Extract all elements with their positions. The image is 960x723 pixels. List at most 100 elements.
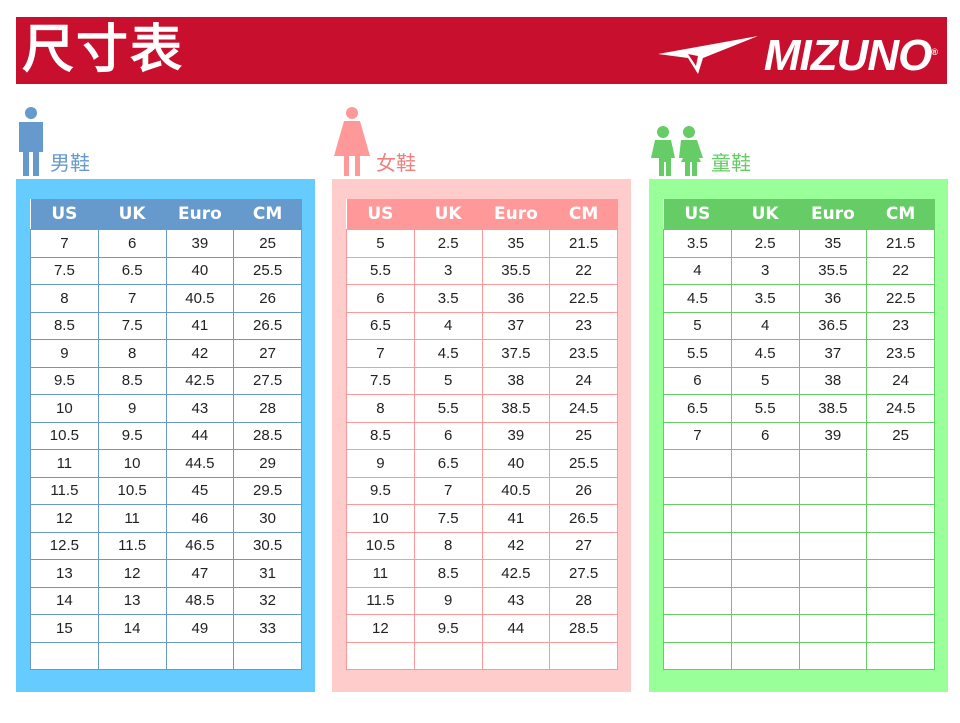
table-cell: 5 bbox=[413, 366, 483, 395]
table-row: 8 5.5 38.5 24.5 bbox=[346, 394, 618, 423]
table-cell bbox=[481, 641, 551, 670]
table-cell bbox=[730, 559, 800, 588]
column-header: UK bbox=[118, 204, 146, 224]
table-cell: 8 bbox=[346, 394, 415, 423]
table-cell: 26 bbox=[549, 476, 618, 505]
table-cell: 26.5 bbox=[549, 504, 618, 533]
table-cell bbox=[798, 476, 868, 505]
table-cell: 9.5 bbox=[97, 421, 167, 450]
table-cell bbox=[866, 504, 935, 533]
table-cell: 10.5 bbox=[97, 476, 167, 505]
table-row: 8.5 7.5 41 26.5 bbox=[30, 311, 302, 340]
table-cell: 33 bbox=[233, 614, 302, 643]
table-cell: 5 bbox=[346, 229, 415, 258]
table-cell: 5.5 bbox=[413, 394, 483, 423]
table-cell bbox=[866, 614, 935, 643]
table-row: 5.5 4.5 37 23.5 bbox=[663, 339, 935, 368]
table-cell: 36 bbox=[798, 284, 868, 313]
table-row: 7 6 39 25 bbox=[30, 229, 302, 258]
page-title: 尺寸表 bbox=[22, 20, 185, 80]
table-cell: 28.5 bbox=[233, 421, 302, 450]
table-cell: 5.5 bbox=[663, 339, 732, 368]
table-cell bbox=[30, 641, 99, 670]
table-cell: 45 bbox=[165, 476, 235, 505]
table-cell: 7.5 bbox=[30, 256, 99, 285]
table-cell: 35.5 bbox=[481, 256, 551, 285]
column-header: CM bbox=[885, 204, 916, 224]
table-cell: 31 bbox=[233, 559, 302, 588]
table-cell: 6.5 bbox=[413, 449, 483, 478]
table-row bbox=[663, 531, 935, 560]
table-cell: 42 bbox=[481, 531, 551, 560]
table-row: 10 9 43 28 bbox=[30, 394, 302, 423]
section-label: 童鞋 bbox=[711, 151, 751, 175]
table-cell: 36.5 bbox=[798, 311, 868, 340]
table-cell: 4 bbox=[413, 311, 483, 340]
table-cell: 24 bbox=[866, 366, 935, 395]
section-heading: 男鞋 bbox=[16, 107, 216, 180]
table-cell: 5.5 bbox=[346, 256, 415, 285]
table-cell: 13 bbox=[97, 586, 167, 615]
table-cell: 38.5 bbox=[481, 394, 551, 423]
table-row: 6.5 4 37 23 bbox=[346, 311, 618, 340]
table-cell: 30.5 bbox=[233, 531, 302, 560]
table-cell: 38 bbox=[798, 366, 868, 395]
table-cell: 9 bbox=[97, 394, 167, 423]
table-cell: 28 bbox=[233, 394, 302, 423]
size-table: US UK Euro CM 3.5 2.5 35 21.5 4 3 35.5 22 4.5 3.5 36 22… bbox=[663, 199, 935, 670]
section-label: 女鞋 bbox=[376, 151, 416, 175]
table-cell: 44 bbox=[165, 421, 235, 450]
table-cell: 25.5 bbox=[233, 256, 302, 285]
table-cell: 14 bbox=[30, 586, 99, 615]
table-cell: 9 bbox=[346, 449, 415, 478]
table-cell: 29 bbox=[233, 449, 302, 478]
table-row: 14 13 48.5 32 bbox=[30, 586, 302, 615]
woman-icon bbox=[332, 106, 372, 180]
table-cell: 27.5 bbox=[233, 366, 302, 395]
table-cell: 25 bbox=[233, 229, 302, 258]
size-panel: US UK Euro CM 7 6 39 25 7.5 6.5 40 25.5 8 7 40.5 26 8.5 7… bbox=[16, 179, 315, 692]
table-cell: 9.5 bbox=[30, 366, 99, 395]
table-cell: 4 bbox=[663, 256, 732, 285]
table-row bbox=[30, 641, 302, 670]
table-row: 3.5 2.5 35 21.5 bbox=[663, 229, 935, 258]
table-cell: 38.5 bbox=[798, 394, 868, 423]
header-banner: 尺寸表 MIZUNO ® bbox=[16, 17, 947, 84]
table-row: 5 4 36.5 23 bbox=[663, 311, 935, 340]
table-row: 6 5 38 24 bbox=[663, 366, 935, 395]
table-cell: 10 bbox=[30, 394, 99, 423]
table-cell: 8 bbox=[413, 531, 483, 560]
table-row: 9 8 42 27 bbox=[30, 339, 302, 368]
table-cell bbox=[866, 586, 935, 615]
table-cell: 21.5 bbox=[549, 229, 618, 258]
table-cell bbox=[730, 476, 800, 505]
column-header: Euro bbox=[810, 204, 855, 224]
table-cell bbox=[663, 504, 732, 533]
column-header: UK bbox=[751, 204, 779, 224]
table-row bbox=[663, 559, 935, 588]
table-row: 9.5 8.5 42.5 27.5 bbox=[30, 366, 302, 395]
table-cell: 44.5 bbox=[165, 449, 235, 478]
table-cell: 7.5 bbox=[413, 504, 483, 533]
table-cell: 43 bbox=[481, 586, 551, 615]
table-cell: 9 bbox=[413, 586, 483, 615]
table-cell bbox=[663, 586, 732, 615]
table-row: 10.5 8 42 27 bbox=[346, 531, 618, 560]
table-cell bbox=[798, 641, 868, 670]
table-cell: 48.5 bbox=[165, 586, 235, 615]
table-cell: 27 bbox=[233, 339, 302, 368]
table-cell: 29.5 bbox=[233, 476, 302, 505]
size-table: US UK Euro CM 7 6 39 25 7.5 6.5 40 25.5 8 7 40.5 26 8.5 7… bbox=[30, 199, 302, 670]
table-row: 8.5 6 39 25 bbox=[346, 421, 618, 450]
table-cell: 37 bbox=[798, 339, 868, 368]
table-cell: 25 bbox=[549, 421, 618, 450]
table-cell: 11.5 bbox=[346, 586, 415, 615]
table-cell bbox=[798, 504, 868, 533]
table-cell: 46.5 bbox=[165, 531, 235, 560]
table-cell: 35 bbox=[798, 229, 868, 258]
table-cell: 21.5 bbox=[866, 229, 935, 258]
table-cell bbox=[730, 504, 800, 533]
table-cell bbox=[866, 559, 935, 588]
table-row: 7 4.5 37.5 23.5 bbox=[346, 339, 618, 368]
table-cell bbox=[663, 614, 732, 643]
